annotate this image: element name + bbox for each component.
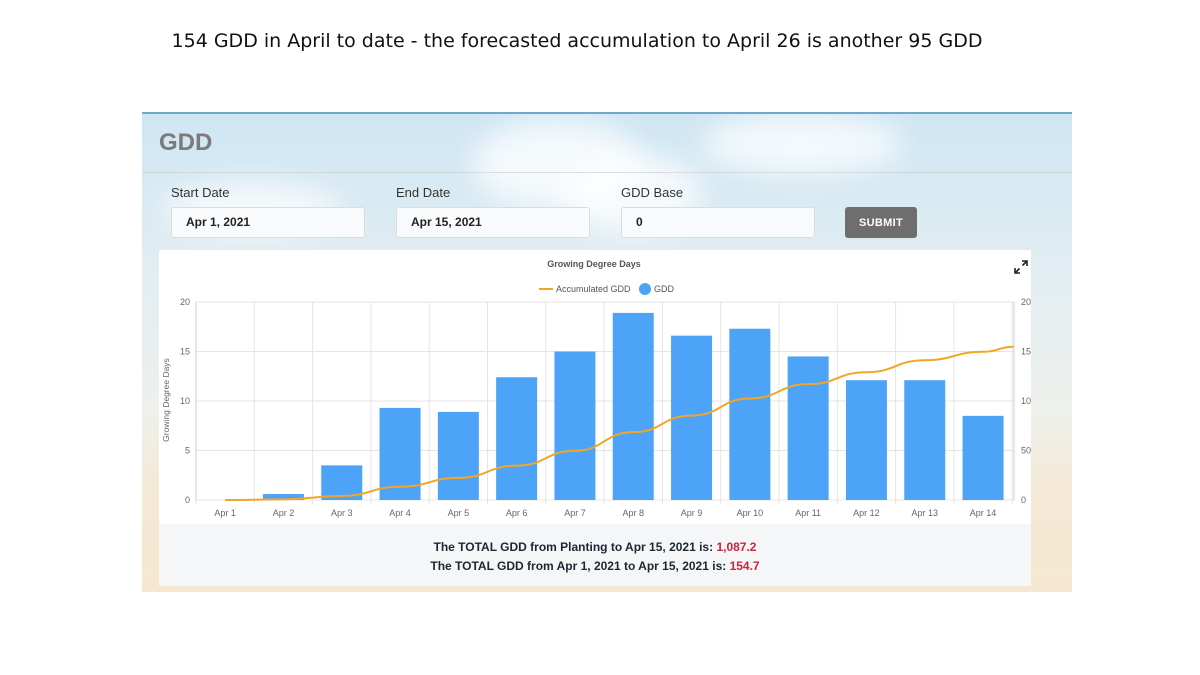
y2-tick-label: 150 [1021, 347, 1031, 357]
gdd-bar[interactable] [729, 328, 771, 500]
x-tick-label: Apr 4 [389, 508, 411, 518]
y-tick-label: 20 [180, 297, 190, 307]
total-from-planting-value: 1,087.2 [716, 540, 757, 554]
y-tick-label: 15 [180, 347, 190, 357]
total-date-range-value: 154.7 [729, 559, 760, 573]
gdd-bar[interactable] [845, 380, 887, 500]
x-tick-label: Apr 7 [564, 508, 586, 518]
y-axis-label: Growing Degree Days [161, 358, 171, 442]
gdd-bar[interactable] [437, 411, 479, 500]
chart-title: Growing Degree Days [547, 259, 641, 269]
gdd-base-label: GDD Base [621, 185, 684, 200]
expand-icon[interactable] [1014, 260, 1028, 274]
chart-bars [262, 312, 1004, 501]
x-tick-label: Apr 12 [853, 508, 880, 518]
start-date-label: Start Date [171, 185, 230, 200]
legend-dot-swatch [639, 283, 651, 295]
y-tick-label: 10 [180, 396, 190, 406]
end-date-input[interactable]: Apr 15, 2021 [396, 207, 590, 238]
chart-line [225, 345, 1015, 501]
submit-button[interactable]: SUBMIT [845, 207, 917, 238]
x-tick-label: Apr 14 [970, 508, 997, 518]
legend-item-gdd[interactable]: GDD [654, 284, 675, 294]
y2-tick-label: 50 [1021, 446, 1031, 456]
gdd-chart-card: Growing Degree Days Accumulated GDD GDD … [159, 250, 1057, 524]
gdd-bar[interactable] [787, 356, 829, 500]
y-tick-label: 5 [185, 446, 190, 456]
gdd-bar[interactable] [904, 380, 946, 500]
y2-tick-label: 100 [1021, 396, 1031, 406]
gdd-base-input[interactable]: 0 [621, 207, 815, 238]
x-tick-label: Apr 2 [273, 508, 295, 518]
accumulated-gdd-line[interactable] [225, 345, 1015, 501]
x-tick-label: Apr 13 [911, 508, 938, 518]
page-title: GDD [159, 129, 213, 156]
x-tick-label: Apr 6 [506, 508, 528, 518]
gdd-app-screenshot: GDD Start Date Apr 1, 2021 End Date Apr … [142, 112, 1072, 592]
end-date-label: End Date [396, 185, 451, 200]
gdd-bar[interactable] [379, 407, 421, 500]
title-divider [142, 172, 1072, 173]
chart-legend: Accumulated GDD GDD [539, 283, 675, 295]
slide-caption: 154 GDD in April to date - the forecaste… [171, 30, 983, 52]
legend-item-accumulated-gdd[interactable]: Accumulated GDD [556, 284, 631, 294]
gdd-bar[interactable] [962, 415, 1004, 500]
total-from-planting: The TOTAL GDD from Planting to Apr 15, 2… [159, 540, 1031, 554]
start-date-input[interactable]: Apr 1, 2021 [171, 207, 365, 238]
x-tick-label: Apr 11 [795, 508, 821, 518]
x-tick-label: Apr 1 [214, 508, 236, 518]
gdd-chart: Growing Degree Days Accumulated GDD GDD … [161, 259, 1057, 518]
total-from-planting-label: The TOTAL GDD from Planting to Apr 15, 2… [433, 540, 717, 554]
y2-tick-label: 200 [1021, 297, 1031, 307]
y-tick-label: 0 [185, 495, 190, 505]
x-tick-label: Apr 10 [737, 508, 764, 518]
chart-gridlines [195, 301, 1014, 504]
x-tick-label: Apr 9 [681, 508, 703, 518]
gdd-bar[interactable] [262, 494, 304, 500]
y2-tick-label: 0 [1021, 495, 1026, 505]
gdd-bar[interactable] [554, 351, 596, 501]
x-tick-label: Apr 3 [331, 508, 353, 518]
gdd-bar[interactable] [612, 312, 654, 500]
total-date-range: The TOTAL GDD from Apr 1, 2021 to Apr 15… [159, 559, 1031, 573]
totals-panel: The TOTAL GDD from Planting to Apr 15, 2… [159, 524, 1031, 586]
x-tick-label: Apr 8 [622, 508, 644, 518]
x-tick-label: Apr 5 [448, 508, 470, 518]
total-date-range-label: The TOTAL GDD from Apr 1, 2021 to Apr 15… [430, 559, 730, 573]
gdd-bar[interactable] [496, 377, 538, 500]
